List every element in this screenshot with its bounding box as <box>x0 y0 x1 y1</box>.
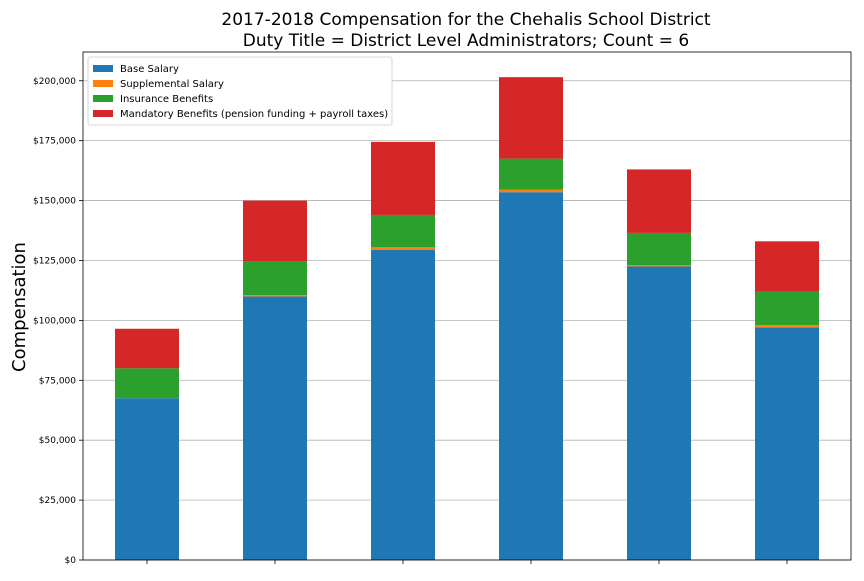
y-tick-label: $175,000 <box>33 137 76 147</box>
bar-segment <box>627 232 691 266</box>
legend-label: Supplemental Salary <box>120 79 224 90</box>
legend-label: Insurance Benefits <box>120 94 213 105</box>
y-tick-label: $125,000 <box>33 256 76 266</box>
bars <box>115 77 819 561</box>
bar-segment <box>499 189 563 193</box>
legend-swatch <box>93 80 113 87</box>
bar-segment <box>371 247 435 250</box>
bar-segment <box>755 327 819 560</box>
y-tick-label: $0 <box>65 556 77 566</box>
plot-frame <box>82 51 852 561</box>
bar-segment <box>627 266 691 560</box>
legend: Base Salary Supplemental Salary Insurance … <box>87 56 393 126</box>
bar-segment <box>115 398 179 560</box>
legend-swatch <box>93 95 113 102</box>
chart-title: 2017-2018 Compensation for the Chehalis … <box>221 10 710 30</box>
bar-segment <box>371 249 435 561</box>
bar-segment <box>755 291 819 326</box>
legend-label: Base Salary <box>120 64 179 75</box>
grid-lines <box>83 80 851 561</box>
bar-segment <box>627 265 691 267</box>
bar-segment <box>371 214 435 248</box>
y-tick-label: $50,000 <box>39 436 76 446</box>
legend-swatch <box>93 65 113 72</box>
bar-segment <box>243 261 307 296</box>
bar-segment <box>755 325 819 328</box>
bar-segment <box>115 368 179 399</box>
bar-segment <box>499 77 563 159</box>
legend-swatch <box>93 110 113 117</box>
y-tick-label: $25,000 <box>39 496 76 506</box>
axes: $0 $25,000 $50,000 $75,000 $100,000 $125,000 $… <box>33 51 852 566</box>
bar-segment <box>243 200 307 262</box>
legend-label: Mandatory Benefits (pension funding + pa… <box>120 109 388 120</box>
y-axis-label: Compensation <box>9 242 30 372</box>
bar-segment <box>371 141 435 215</box>
bar-segment <box>499 158 563 190</box>
chart-subtitle: Duty Title = District Level Administrato… <box>243 31 689 51</box>
bar-segment <box>115 328 179 369</box>
y-tick-label: $200,000 <box>33 77 76 87</box>
bar-segment <box>499 192 563 560</box>
bar-segment <box>755 241 819 292</box>
y-tick-label: $150,000 <box>33 197 76 207</box>
bar-segment <box>243 296 307 560</box>
legend-box <box>87 56 393 126</box>
y-tick-label: $100,000 <box>33 316 76 326</box>
y-tick-label: $75,000 <box>39 376 76 386</box>
bar-segment <box>243 295 307 297</box>
bar-segment <box>627 169 691 233</box>
